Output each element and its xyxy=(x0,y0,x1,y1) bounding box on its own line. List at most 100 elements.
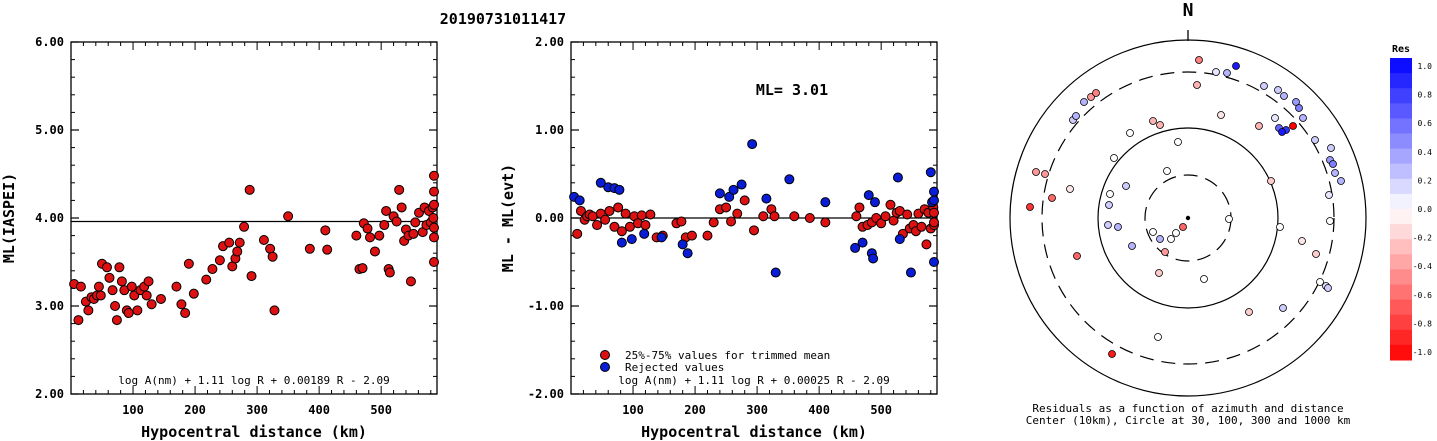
data-point xyxy=(126,281,137,292)
station-residual-point xyxy=(1167,235,1175,243)
station-residual-point xyxy=(1267,177,1275,185)
station-residual-point xyxy=(1271,114,1279,122)
x-tick-label: 200 xyxy=(684,403,706,417)
circle-100km xyxy=(1097,127,1279,309)
data-point xyxy=(708,217,719,228)
data-point xyxy=(804,213,815,223)
colorbar-swatch xyxy=(1390,133,1412,150)
data-point xyxy=(676,216,687,227)
colorbar-tick-label: -0.2 xyxy=(1413,234,1432,243)
station-residual-point xyxy=(1292,98,1300,106)
station-residual-point xyxy=(1193,81,1201,89)
station-residual-point xyxy=(1032,168,1040,176)
station-residual-point xyxy=(1311,136,1319,144)
data-point xyxy=(429,257,439,267)
data-point xyxy=(267,251,278,262)
colorbar-swatch xyxy=(1390,344,1412,361)
data-point xyxy=(114,262,125,273)
station-residual-point xyxy=(1122,182,1130,190)
data-point xyxy=(180,308,191,319)
station-residual-points xyxy=(1026,56,1345,358)
data-point xyxy=(656,232,667,243)
data-point xyxy=(732,208,743,219)
colorbar-swatch xyxy=(1390,224,1412,240)
station-residual-point xyxy=(1200,275,1208,283)
data-point xyxy=(770,267,781,278)
data-point xyxy=(758,211,769,222)
data-point xyxy=(714,188,725,199)
data-point xyxy=(232,246,243,257)
data-point xyxy=(234,237,245,248)
data-point xyxy=(645,209,656,220)
data-point xyxy=(143,276,154,287)
y-axis-ticks: 2.00 3.00 4.00 5.00 6.00 xyxy=(35,35,437,401)
data-point xyxy=(283,211,294,222)
data-point xyxy=(789,211,800,222)
station-residual-point xyxy=(1326,217,1334,225)
legend-label-trimmed: 25%-75% values for trimmed mean xyxy=(625,349,830,362)
station-residual-point xyxy=(1280,92,1288,100)
data-point xyxy=(613,202,624,213)
data-point xyxy=(246,271,257,282)
station-residual-point xyxy=(1276,223,1284,231)
data-point xyxy=(595,177,606,188)
legend-marker-rejected xyxy=(600,362,610,372)
y-tick-label: 5.00 xyxy=(35,123,64,137)
data-point xyxy=(269,305,280,316)
data-point xyxy=(322,244,333,255)
figure-title: 20190731011417 xyxy=(440,10,566,28)
data-point xyxy=(929,207,939,218)
station-residual-point xyxy=(1217,111,1225,119)
data-point xyxy=(107,285,118,296)
colorbar-swatch xyxy=(1390,193,1412,210)
data-point xyxy=(728,184,739,195)
data-point xyxy=(83,305,94,316)
station-residual-point xyxy=(1179,223,1187,231)
y-tick-label: 1.00 xyxy=(535,123,564,137)
station-residual-point xyxy=(1212,68,1220,76)
y-axis-label: ML - ML(evt) xyxy=(499,164,517,272)
data-point xyxy=(636,210,647,221)
colorbar-swatch xyxy=(1390,163,1412,180)
station-residual-point xyxy=(1327,144,1335,152)
colorbar-swatch xyxy=(1390,314,1412,331)
station-residual-point xyxy=(1195,56,1203,64)
data-point xyxy=(885,199,896,210)
data-point xyxy=(677,239,688,250)
station-residual-point xyxy=(1279,304,1287,312)
station-residual-point xyxy=(1312,250,1320,258)
data-point xyxy=(381,205,392,216)
formula-text: log A(nm) + 1.11 log R + 0.00025 R - 2.0… xyxy=(618,374,890,387)
data-point xyxy=(391,216,402,227)
station-residual-point xyxy=(1041,170,1049,178)
colorbar-tick-labels: 1.0 0.8 0.6 0.4 0.2 0.0 -0.2 -0.4 -0.6 -0.8 -1.0 xyxy=(1413,62,1432,357)
data-point xyxy=(365,232,376,243)
x-tick-label: 300 xyxy=(246,403,268,417)
ml-annotation: ML= 3.01 xyxy=(756,81,828,99)
data-point xyxy=(761,193,772,204)
azimuth-residual-polar-plot: N Residuals as a function of azimuth and… xyxy=(1009,0,1367,427)
station-residual-point xyxy=(1154,333,1162,341)
station-residual-point xyxy=(1092,89,1100,97)
colorbar-swatch xyxy=(1390,284,1412,301)
data-point xyxy=(857,237,868,248)
station-residual-point xyxy=(1104,221,1112,229)
data-point xyxy=(572,228,583,239)
data-point xyxy=(429,170,439,181)
colorbar-swatch xyxy=(1390,118,1412,134)
colorbar-swatch xyxy=(1390,88,1412,104)
data-point xyxy=(239,221,250,232)
data-point xyxy=(224,237,235,248)
data-point xyxy=(905,267,916,278)
x-axis-label: Hypocentral distance (km) xyxy=(641,423,867,441)
data-point xyxy=(428,213,439,223)
data-point xyxy=(188,288,199,299)
polar-caption-line1: Residuals as a function of azimuth and d… xyxy=(1032,402,1343,415)
plot1-frame xyxy=(70,41,438,395)
data-point xyxy=(374,230,385,241)
data-point xyxy=(916,221,927,232)
station-residual-point xyxy=(1289,122,1297,130)
data-point xyxy=(369,246,380,257)
data-point xyxy=(609,221,620,232)
station-residual-point xyxy=(1255,122,1263,130)
